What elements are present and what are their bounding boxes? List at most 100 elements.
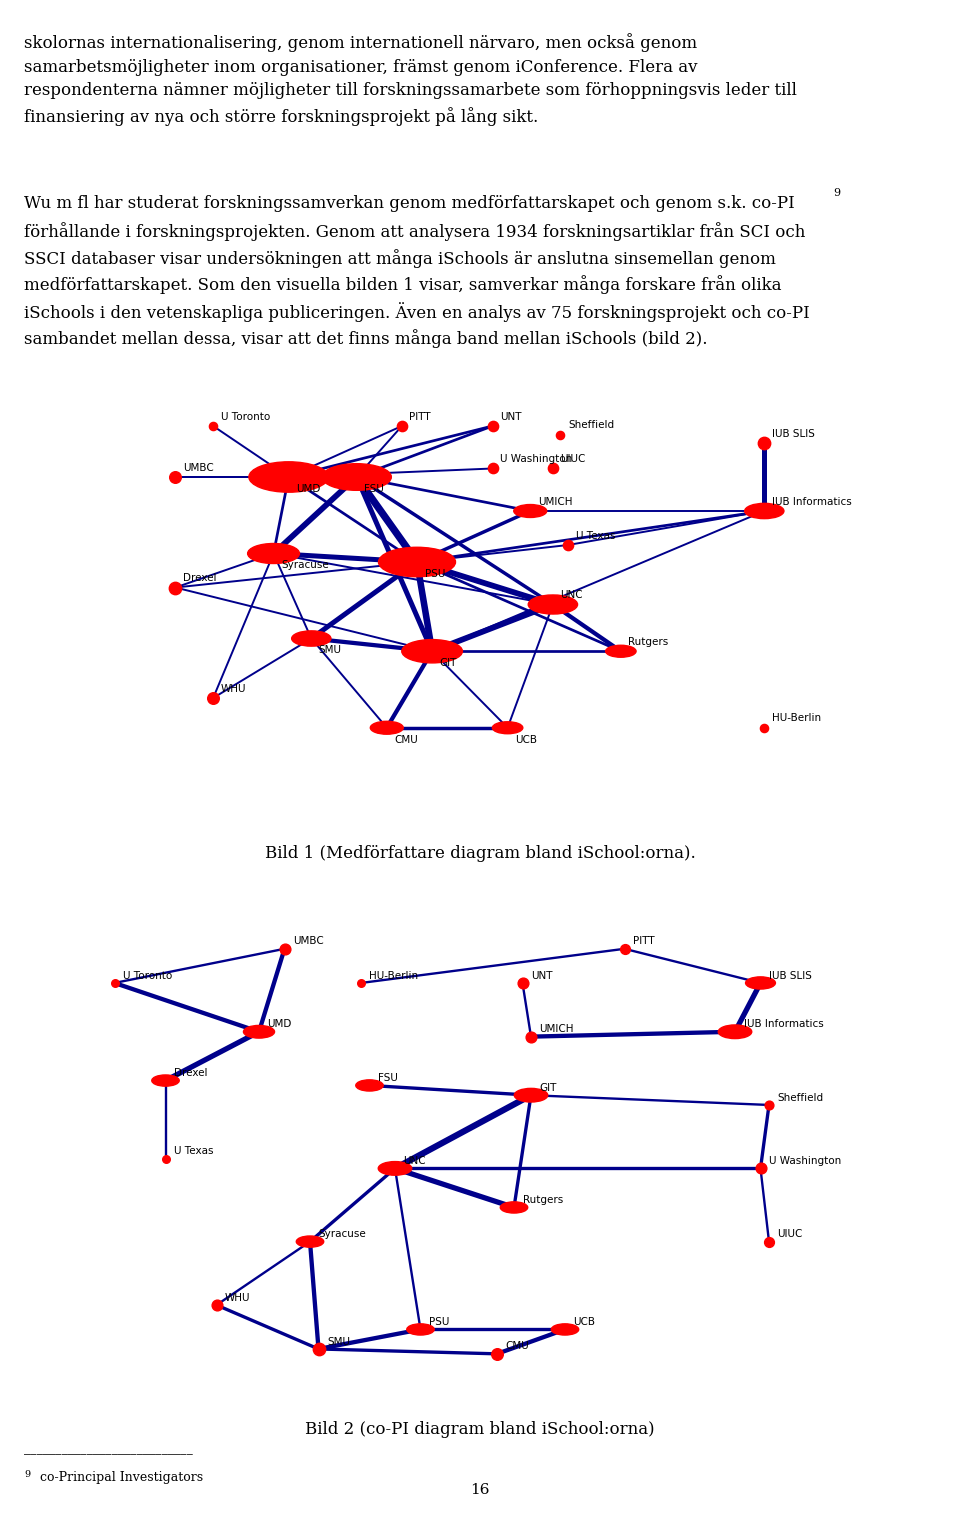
Text: HU-Berlin: HU-Berlin <box>370 971 419 980</box>
Point <box>756 430 772 454</box>
Point <box>485 414 500 438</box>
Text: CMU: CMU <box>395 735 419 745</box>
Point <box>490 1342 505 1367</box>
Text: UMD: UMD <box>297 483 321 494</box>
Text: Bild 2 (co-PI diagram bland iSchool:orna): Bild 2 (co-PI diagram bland iSchool:orna… <box>305 1421 655 1438</box>
Text: UNC: UNC <box>561 591 583 600</box>
Point <box>523 1024 539 1048</box>
Point <box>353 971 369 995</box>
Text: co-Principal Investigators: co-Principal Investigators <box>36 1471 204 1485</box>
Text: Sheffield: Sheffield <box>568 420 614 430</box>
Point <box>205 686 221 711</box>
Ellipse shape <box>371 721 403 735</box>
Ellipse shape <box>152 1076 180 1086</box>
Ellipse shape <box>378 1162 412 1176</box>
Text: UMBC: UMBC <box>183 462 214 473</box>
Text: CMU: CMU <box>506 1341 529 1351</box>
Text: Syracuse: Syracuse <box>281 561 329 571</box>
Text: FSU: FSU <box>364 483 384 494</box>
Point <box>561 533 576 558</box>
Point <box>617 936 633 961</box>
Text: skolornas internationalisering, genom internationell närvaro, men också genom
sa: skolornas internationalisering, genom in… <box>24 33 797 126</box>
Text: U Toronto: U Toronto <box>123 971 172 980</box>
Point <box>157 1147 173 1171</box>
Point <box>553 423 568 447</box>
Ellipse shape <box>322 464 392 491</box>
Ellipse shape <box>402 639 463 664</box>
Text: UCB: UCB <box>516 735 538 745</box>
Text: Drexel: Drexel <box>174 1068 207 1079</box>
Text: GIT: GIT <box>540 1083 557 1092</box>
Ellipse shape <box>297 1236 324 1247</box>
Point <box>756 715 772 739</box>
Point <box>168 465 183 489</box>
Point <box>276 936 292 961</box>
Ellipse shape <box>500 1201 528 1214</box>
Point <box>205 414 221 438</box>
Text: 16: 16 <box>470 1483 490 1497</box>
Text: Rutgers: Rutgers <box>522 1195 563 1204</box>
Text: UNT: UNT <box>531 971 553 980</box>
Text: SMU: SMU <box>319 645 342 656</box>
Ellipse shape <box>718 1026 752 1039</box>
Text: UIUC: UIUC <box>561 454 586 464</box>
Text: UNC: UNC <box>403 1156 426 1167</box>
Text: UMICH: UMICH <box>538 497 572 506</box>
Text: U Washington: U Washington <box>769 1156 841 1167</box>
Text: UMBC: UMBC <box>293 936 324 947</box>
Text: IUB SLIS: IUB SLIS <box>769 971 812 980</box>
Ellipse shape <box>249 462 328 492</box>
Text: 9: 9 <box>24 1470 30 1479</box>
Ellipse shape <box>378 547 455 577</box>
Text: Wu m fl har studerat forskningssamverkan genom medförfattarskapet och genom s.k.: Wu m fl har studerat forskningssamverkan… <box>24 195 795 212</box>
Point <box>753 1156 768 1180</box>
Point <box>209 1292 225 1317</box>
Text: PSU: PSU <box>429 1317 449 1327</box>
Point <box>107 971 122 995</box>
Text: 9: 9 <box>833 188 840 198</box>
Text: Syracuse: Syracuse <box>319 1229 367 1239</box>
Point <box>761 1092 777 1117</box>
Text: WHU: WHU <box>225 1292 251 1303</box>
Text: HU-Berlin: HU-Berlin <box>772 714 821 724</box>
Ellipse shape <box>248 544 300 564</box>
Text: förhållande i forskningsprojekten. Genom att analysera 1934 forskningsartiklar f: förhållande i forskningsprojekten. Genom… <box>24 223 809 348</box>
Point <box>311 1336 326 1360</box>
Text: Drexel: Drexel <box>183 573 216 583</box>
Text: FSU: FSU <box>378 1073 397 1083</box>
Text: PSU: PSU <box>424 570 444 579</box>
Ellipse shape <box>606 645 636 658</box>
Text: Rutgers: Rutgers <box>629 636 669 647</box>
Ellipse shape <box>746 977 776 989</box>
Text: U Toronto: U Toronto <box>221 412 270 421</box>
Text: U Texas: U Texas <box>174 1147 213 1156</box>
Text: UCB: UCB <box>573 1317 595 1327</box>
Text: U Texas: U Texas <box>576 530 615 541</box>
Point <box>485 456 500 480</box>
Ellipse shape <box>356 1080 383 1091</box>
Point <box>761 1230 777 1254</box>
Text: SMU: SMU <box>327 1336 350 1347</box>
Text: Bild 1 (Medförfattare diagram bland iSchool:orna).: Bild 1 (Medförfattare diagram bland iSch… <box>265 845 695 862</box>
Ellipse shape <box>745 503 784 518</box>
Point <box>545 456 561 480</box>
Ellipse shape <box>528 595 578 614</box>
Point <box>395 414 410 438</box>
Text: GIT: GIT <box>440 658 457 668</box>
Text: PITT: PITT <box>633 936 655 947</box>
Ellipse shape <box>244 1026 275 1038</box>
Ellipse shape <box>292 630 331 647</box>
Ellipse shape <box>514 504 547 518</box>
Text: WHU: WHU <box>221 683 246 694</box>
Text: IUB Informatics: IUB Informatics <box>772 497 852 506</box>
Text: IUB SLIS: IUB SLIS <box>772 429 815 439</box>
Text: UIUC: UIUC <box>778 1229 803 1239</box>
Text: UNT: UNT <box>500 412 521 421</box>
Text: UMD: UMD <box>268 1020 292 1029</box>
Ellipse shape <box>492 721 523 733</box>
Point <box>168 576 183 600</box>
Point <box>515 971 530 995</box>
Text: Sheffield: Sheffield <box>778 1092 824 1103</box>
Text: ___________________________: ___________________________ <box>24 1442 193 1456</box>
Ellipse shape <box>551 1324 579 1335</box>
